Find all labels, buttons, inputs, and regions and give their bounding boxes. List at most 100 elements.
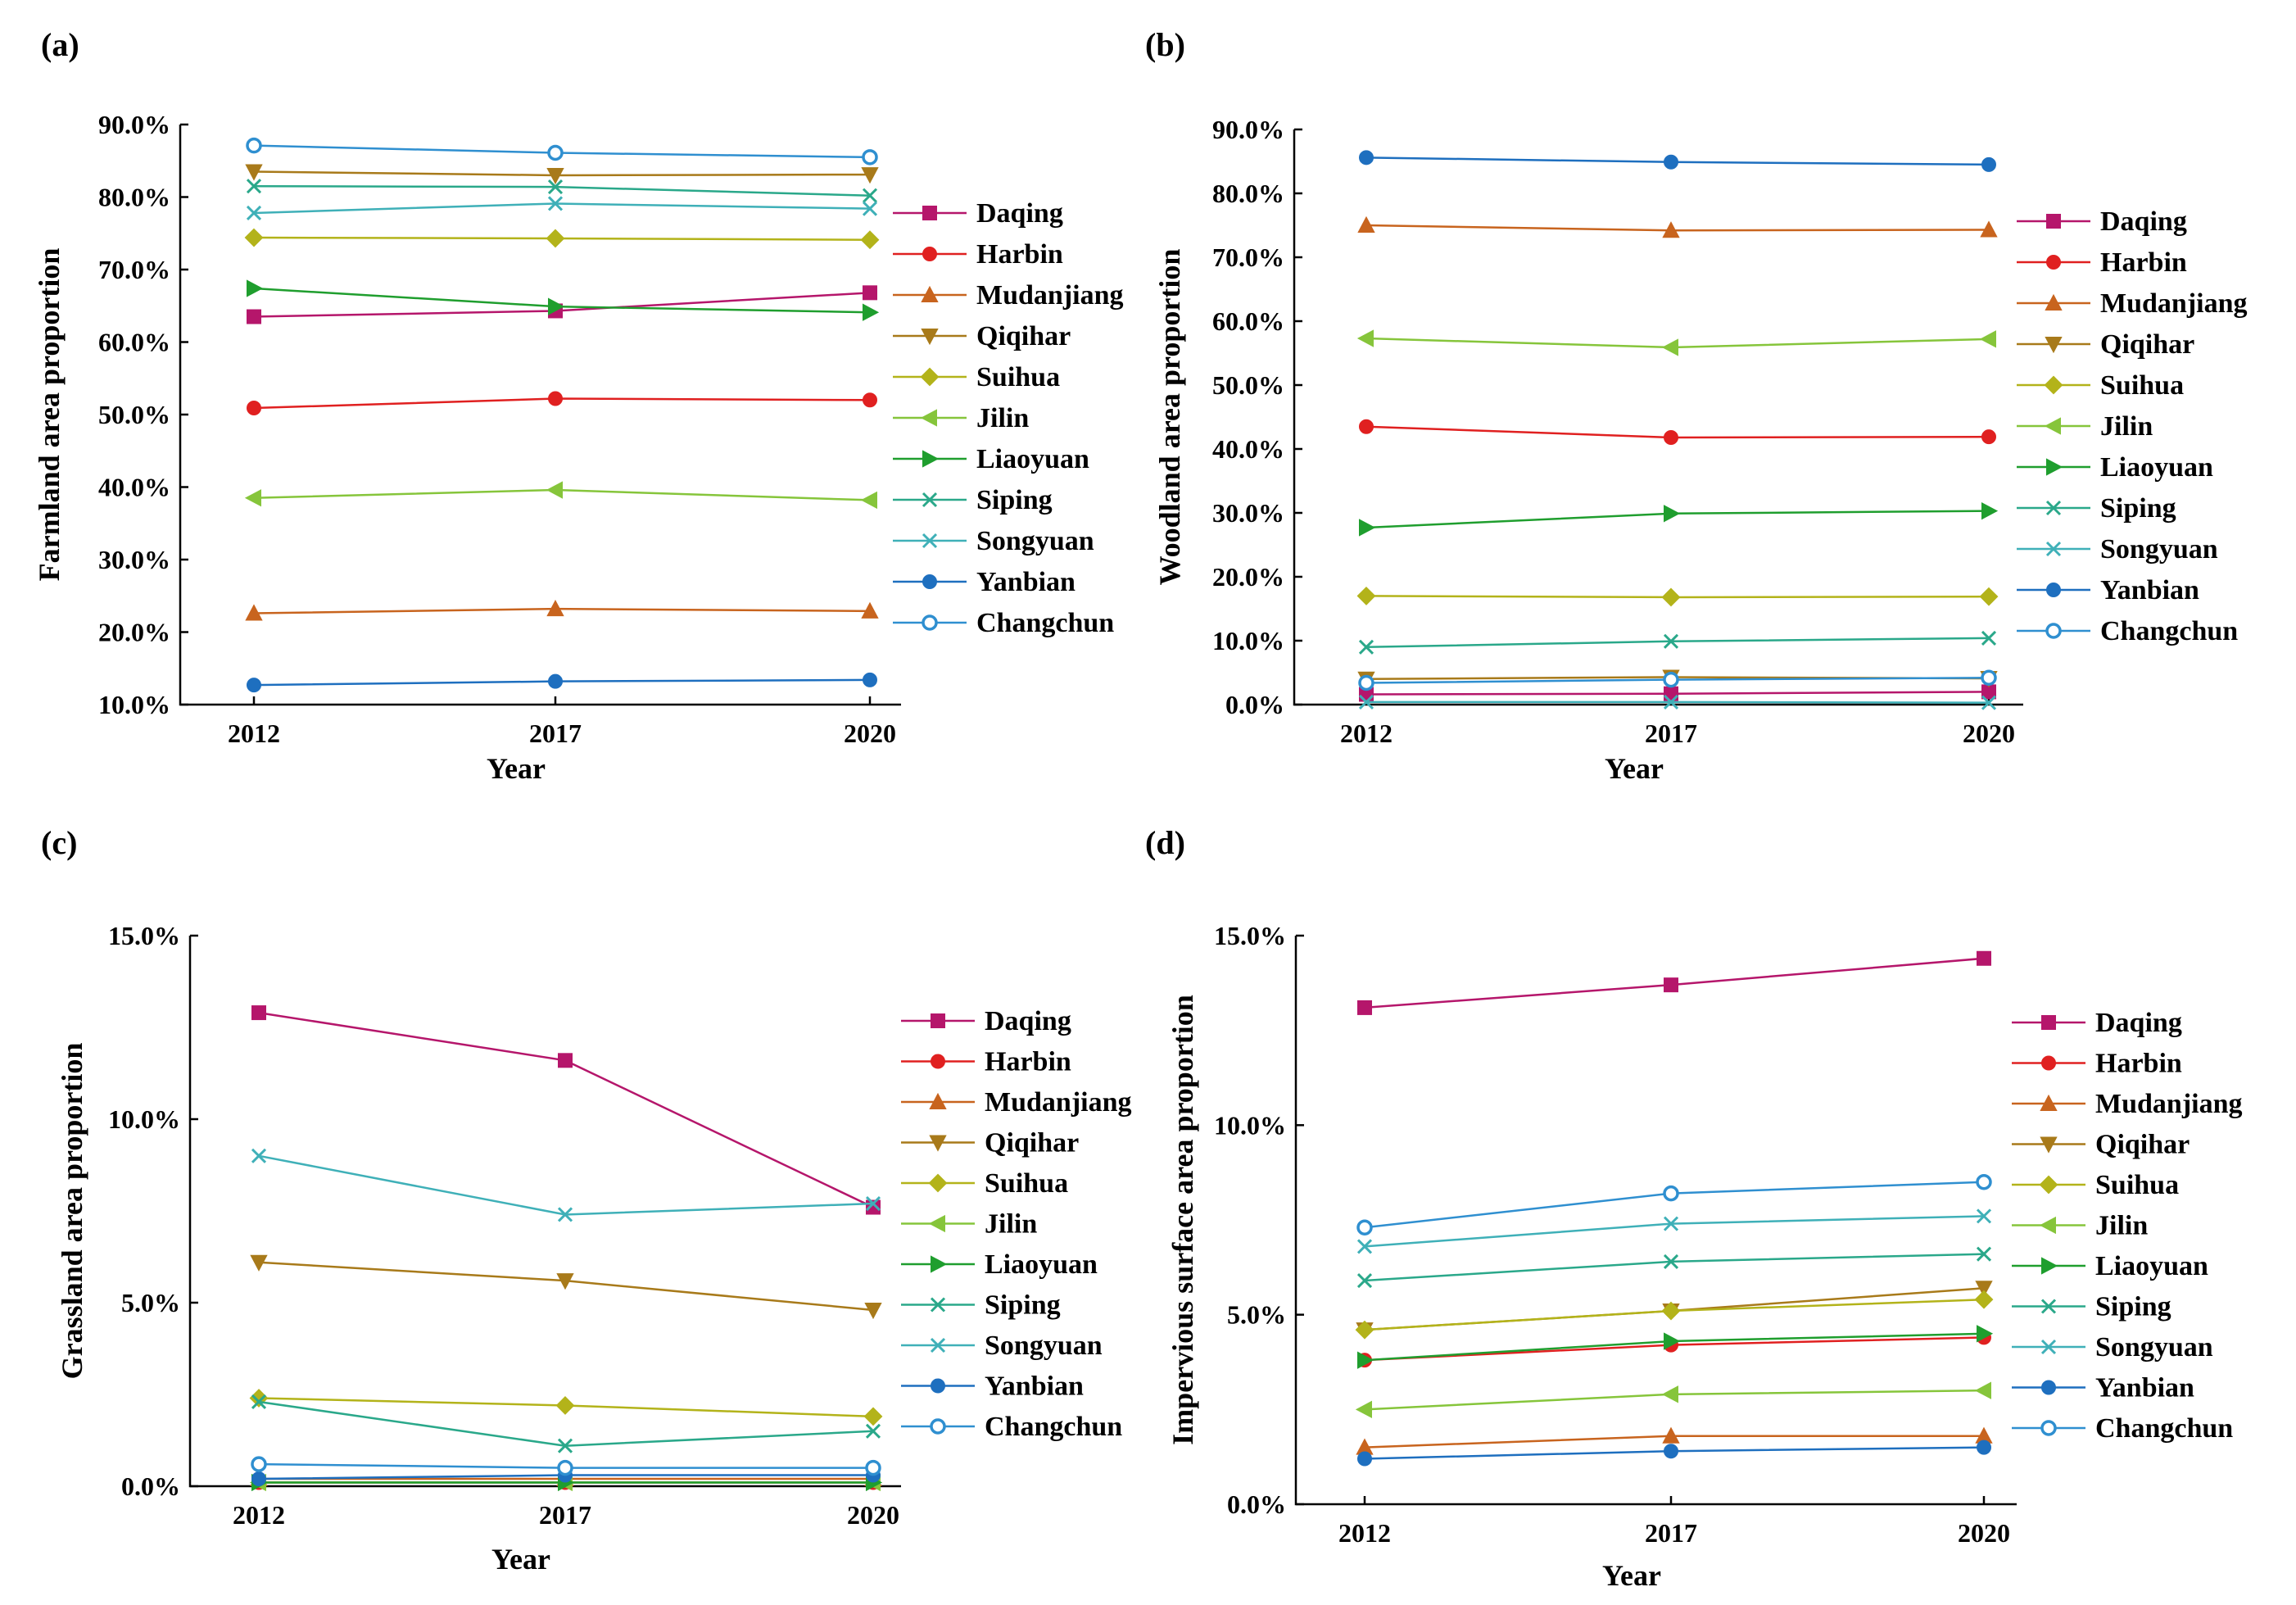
legend-marker <box>2044 375 2063 395</box>
series-changchun <box>1358 669 1997 691</box>
legend-label: Qiqihar <box>976 321 1071 351</box>
series-mudanjiang <box>245 600 879 621</box>
legend-marker <box>931 1378 945 1394</box>
legend-entry: Suihua <box>2017 370 2184 401</box>
legend-label: Qiqihar <box>2100 329 2194 360</box>
y-tick-label: 50.0% <box>1212 370 1284 400</box>
legend-entry: Liaoyuan <box>893 444 1089 474</box>
legend-marker <box>2045 541 2062 557</box>
data-point <box>547 196 564 211</box>
y-tick-label: 10.0% <box>98 690 170 719</box>
legend-label: Jilin <box>2095 1211 2148 1241</box>
series-siping <box>1358 630 1997 655</box>
y-tick-label: 20.0% <box>1212 562 1284 592</box>
legend-entry: Mudanjiang <box>901 1087 1132 1118</box>
data-point <box>862 201 878 216</box>
series-line <box>253 170 871 177</box>
data-point <box>1356 1219 1373 1236</box>
data-point <box>1981 695 1997 710</box>
series-yanbian <box>247 672 877 693</box>
legend-label: Mudanjiang <box>2095 1089 2243 1119</box>
x-tick-label: 2017 <box>529 719 582 748</box>
legend-entry: Songyuan <box>901 1331 1103 1361</box>
legend-marker <box>2045 293 2063 311</box>
series-qiqihar <box>250 1254 882 1320</box>
legend-entry: Qiqihar <box>2017 329 2194 360</box>
legend-entry: Suihua <box>901 1168 1068 1199</box>
legend-label: Siping <box>976 485 1053 515</box>
series-line <box>258 1154 874 1216</box>
legend-entry: Songyuan <box>2017 534 2218 564</box>
chart-panel-0: (a) 10.0% 20.0% 30.0% 40.0% 50.0% 60.0% 70.0% 80… <box>33 26 1124 785</box>
legend-label: Mudanjiang <box>2100 288 2248 319</box>
legend-label: Suihua <box>2095 1170 2179 1200</box>
legend-entry: Daqing <box>893 198 1063 229</box>
data-point <box>246 179 262 194</box>
legend-marker <box>922 450 940 468</box>
legend-label: Harbin <box>985 1047 1071 1077</box>
series-qiqihar <box>245 164 879 185</box>
data-point <box>1356 329 1374 347</box>
legend-entry: Yanbian <box>2017 575 2199 605</box>
panel-label: (a) <box>41 26 79 63</box>
data-point <box>1357 1451 1372 1467</box>
legend-label: Changchun <box>2100 616 2238 646</box>
y-tick-label: 40.0% <box>98 473 170 502</box>
legend-marker <box>2040 1420 2057 1436</box>
y-tick-label: 15.0% <box>1214 921 1286 950</box>
data-point <box>251 1148 267 1163</box>
legend-label: Daqing <box>2100 206 2187 237</box>
legend-marker <box>2046 214 2061 229</box>
legend-label: Daqing <box>976 198 1063 229</box>
data-point <box>1981 156 1996 172</box>
legend-marker <box>2046 583 2061 597</box>
y-axis-title: Farmland area proportion <box>33 248 66 582</box>
legend-entry: Jilin <box>2012 1211 2148 1241</box>
series-yanbian <box>1359 150 1996 172</box>
data-point <box>862 188 878 203</box>
y-tick-label: 40.0% <box>1212 434 1284 464</box>
legend-marker <box>929 1092 947 1109</box>
data-point <box>244 228 264 247</box>
y-tick-label: 5.0% <box>1227 1300 1286 1330</box>
legend-entry: Songyuan <box>893 526 1094 556</box>
data-point <box>1980 220 1998 238</box>
legend-marker <box>922 574 937 589</box>
data-point <box>1661 1385 1678 1403</box>
series-yanbian <box>1357 1440 1991 1467</box>
legend-label: Harbin <box>2095 1049 2182 1079</box>
data-point <box>246 137 262 154</box>
series-line <box>1365 224 1990 232</box>
data-point <box>547 144 564 161</box>
legend-marker <box>2044 417 2061 435</box>
legend-marker <box>930 1297 946 1313</box>
data-point <box>862 149 878 165</box>
data-point <box>1981 429 1996 445</box>
data-point <box>864 1302 882 1320</box>
series-line <box>1365 637 1990 649</box>
legend-marker <box>930 1337 946 1353</box>
series-songyuan <box>1356 1208 1992 1254</box>
series-songyuan <box>1358 694 1997 710</box>
legend-entry: Mudanjiang <box>893 280 1124 311</box>
series-changchun <box>1356 1173 1992 1236</box>
data-point <box>1976 1246 1992 1262</box>
legend-marker <box>2045 500 2062 516</box>
legend-label: Jilin <box>2100 411 2153 442</box>
legend-label: Mudanjiang <box>985 1087 1132 1118</box>
legend-entry: Changchun <box>2012 1413 2233 1444</box>
legend-marker <box>921 285 939 302</box>
data-point <box>548 297 565 315</box>
legend-marker <box>921 329 939 346</box>
x-tick-label: 2017 <box>1645 719 1697 748</box>
data-point <box>863 303 880 321</box>
legend-marker <box>922 206 937 220</box>
legend-entry: Suihua <box>2012 1170 2179 1200</box>
data-point <box>547 179 564 195</box>
legend-marker <box>930 1418 946 1435</box>
data-point <box>861 601 879 619</box>
series-siping <box>1356 1246 1992 1289</box>
legend-label: Suihua <box>2100 370 2184 401</box>
legend-label: Siping <box>2095 1292 2171 1322</box>
series-suihua <box>1355 1290 1994 1340</box>
